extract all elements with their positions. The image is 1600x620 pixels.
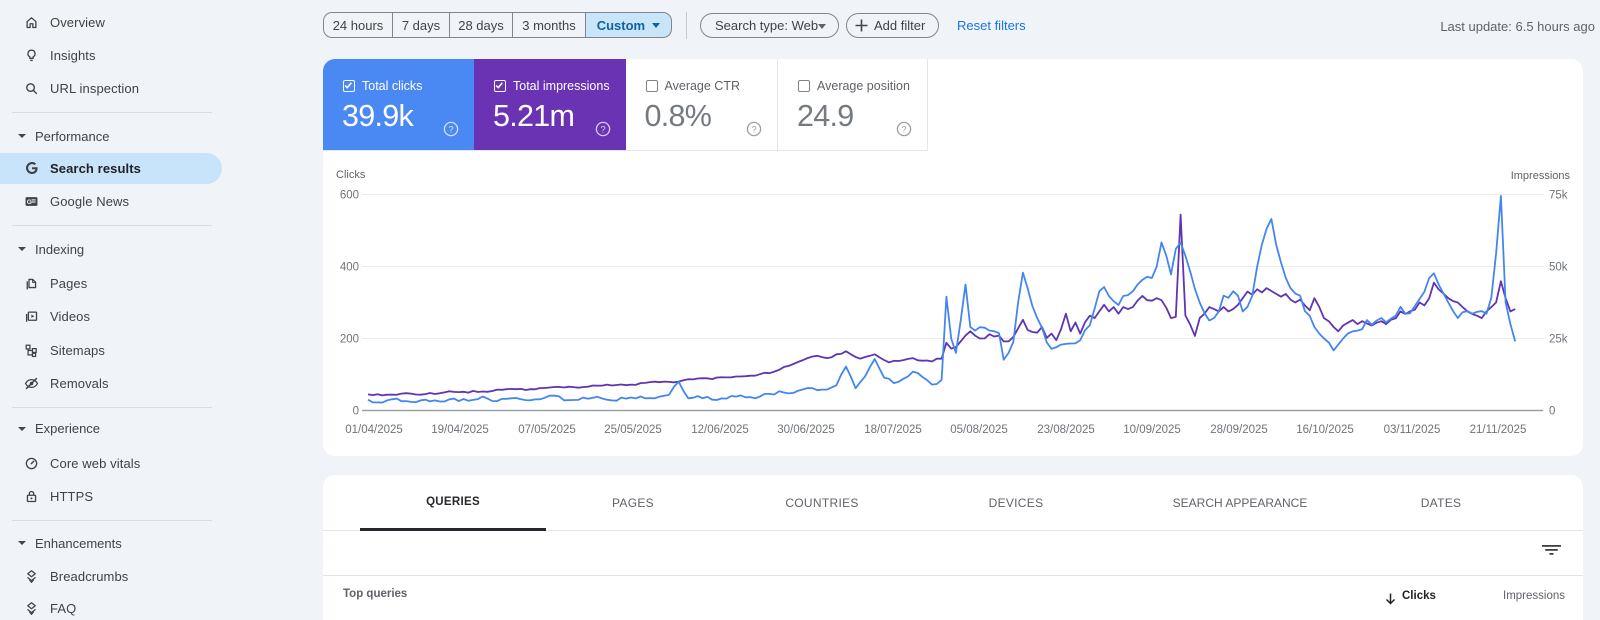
svg-text:?: ? xyxy=(901,124,906,135)
svg-text:?: ? xyxy=(751,124,756,135)
svg-text:21/11/2025: 21/11/2025 xyxy=(1470,424,1527,436)
svg-text:Impressions: Impressions xyxy=(1511,170,1571,182)
svg-text:05/08/2025: 05/08/2025 xyxy=(950,424,1008,436)
svg-text:03/11/2025: 03/11/2025 xyxy=(1384,424,1441,436)
svg-text:16/10/2025: 16/10/2025 xyxy=(1296,424,1354,436)
svg-text:400: 400 xyxy=(340,262,359,274)
svg-text:07/05/2025: 07/05/2025 xyxy=(518,424,576,436)
svg-text:600: 600 xyxy=(340,190,359,202)
svg-text:?: ? xyxy=(600,124,605,135)
svg-text:10/09/2025: 10/09/2025 xyxy=(1123,424,1181,436)
svg-text:28/09/2025: 28/09/2025 xyxy=(1210,424,1268,436)
svg-text:25k: 25k xyxy=(1549,334,1568,346)
svg-text:19/04/2025: 19/04/2025 xyxy=(431,424,489,436)
svg-text:0: 0 xyxy=(353,406,359,418)
svg-text:25/05/2025: 25/05/2025 xyxy=(604,424,662,436)
svg-text:?: ? xyxy=(448,124,453,135)
svg-text:01/04/2025: 01/04/2025 xyxy=(345,424,403,436)
svg-text:12/06/2025: 12/06/2025 xyxy=(691,424,749,436)
svg-text:75k: 75k xyxy=(1549,190,1568,202)
svg-text:Clicks: Clicks xyxy=(336,169,366,181)
svg-text:0: 0 xyxy=(1549,406,1555,418)
svg-text:30/06/2025: 30/06/2025 xyxy=(777,424,835,436)
svg-text:18/07/2025: 18/07/2025 xyxy=(864,424,922,436)
svg-text:23/08/2025: 23/08/2025 xyxy=(1037,424,1095,436)
svg-text:200: 200 xyxy=(340,334,359,346)
svg-text:50k: 50k xyxy=(1549,262,1568,274)
svg-text:G: G xyxy=(27,199,32,206)
